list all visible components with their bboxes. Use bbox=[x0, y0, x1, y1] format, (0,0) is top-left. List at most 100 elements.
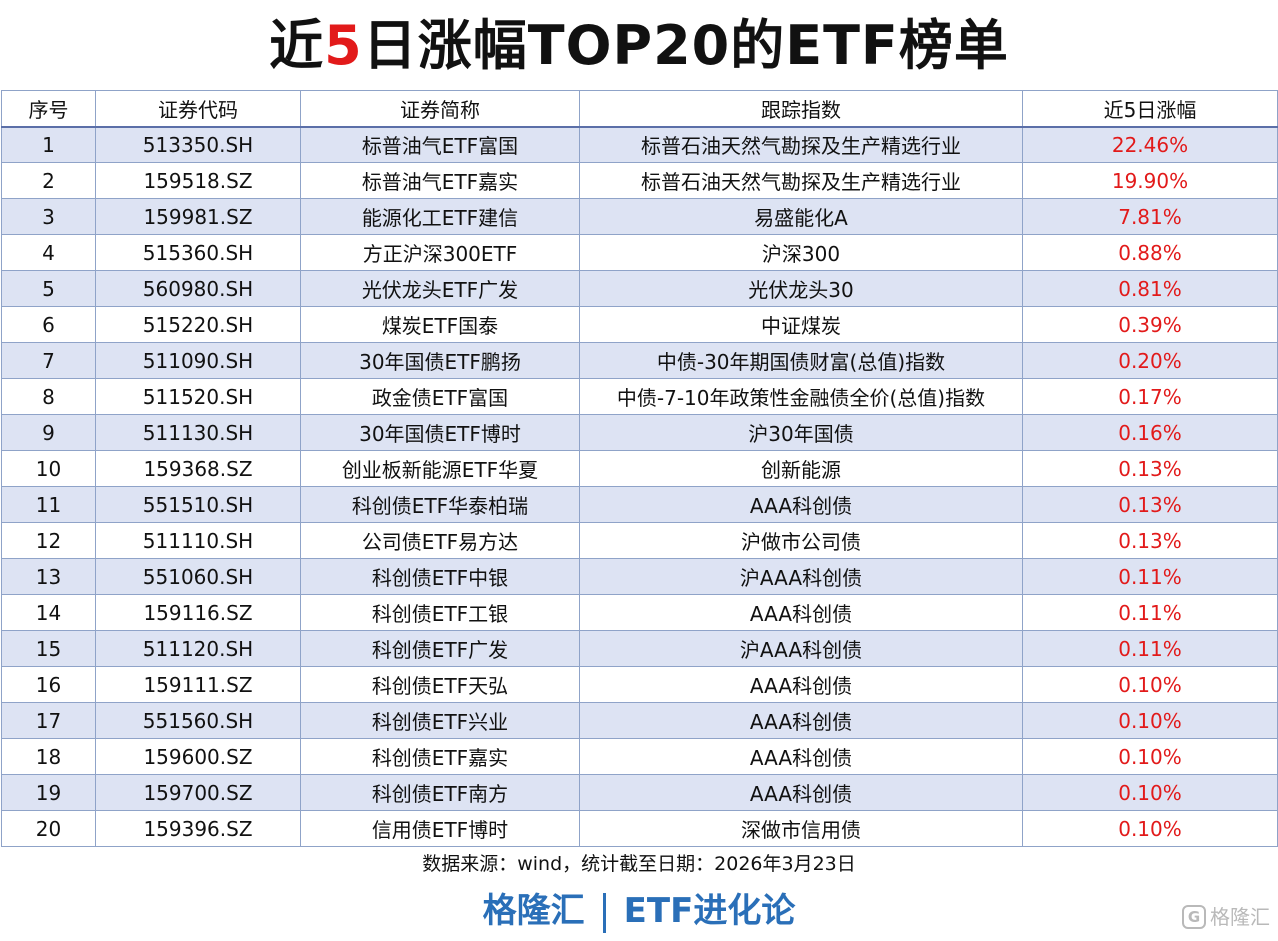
row-name: 标普油气ETF嘉实 bbox=[300, 162, 580, 199]
row-index: 中债-30年期国债财富(总值)指数 bbox=[579, 342, 1023, 379]
row-code: 511090.SH bbox=[95, 342, 301, 379]
row-rank: 10 bbox=[1, 450, 96, 487]
row-rank: 2 bbox=[1, 162, 96, 199]
row-code: 551510.SH bbox=[95, 486, 301, 523]
title-highlight: 5 bbox=[324, 14, 363, 77]
row-change: 0.11% bbox=[1022, 630, 1278, 667]
header-rank: 序号 bbox=[1, 90, 96, 128]
row-change: 0.88% bbox=[1022, 234, 1278, 271]
table-row: 4 515360.SH 方正沪深300ETF 沪深300 0.88% bbox=[1, 234, 1278, 271]
title-suffix: 日涨幅TOP20的ETF榜单 bbox=[362, 14, 1009, 77]
row-index: AAA科创债 bbox=[579, 774, 1023, 811]
row-index: 标普石油天然气勘探及生产精选行业 bbox=[579, 126, 1023, 163]
row-name: 科创债ETF工银 bbox=[300, 594, 580, 631]
row-index: AAA科创债 bbox=[579, 738, 1023, 775]
table-row: 11 551510.SH 科创债ETF华泰柏瑞 AAA科创债 0.13% bbox=[1, 486, 1278, 523]
row-change: 0.39% bbox=[1022, 306, 1278, 343]
row-index: 沪AAA科创债 bbox=[579, 558, 1023, 595]
row-code: 513350.SH bbox=[95, 126, 301, 163]
row-rank: 15 bbox=[1, 630, 96, 667]
table-row: 15 511120.SH 科创债ETF广发 沪AAA科创债 0.11% bbox=[1, 630, 1278, 667]
header-name: 证券简称 bbox=[300, 90, 580, 128]
etf-ranking-table: 序号 证券代码 证券简称 跟踪指数 近5日涨幅 1 513350.SH 标普油气ET… bbox=[1, 90, 1278, 847]
row-name: 科创债ETF兴业 bbox=[300, 702, 580, 739]
row-index: AAA科创债 bbox=[579, 486, 1023, 523]
table-body: 1 513350.SH 标普油气ETF富国 标普石油天然气勘探及生产精选行业 22.46… bbox=[1, 126, 1278, 847]
row-index: 沪AAA科创债 bbox=[579, 630, 1023, 667]
row-index: 创新能源 bbox=[579, 450, 1023, 487]
row-rank: 1 bbox=[1, 126, 96, 163]
row-code: 560980.SH bbox=[95, 270, 301, 307]
table-row: 7 511090.SH 30年国债ETF鹏扬 中债-30年期国债财富(总值)指数 0.2… bbox=[1, 342, 1278, 379]
row-rank: 7 bbox=[1, 342, 96, 379]
row-code: 551560.SH bbox=[95, 702, 301, 739]
row-index: AAA科创债 bbox=[579, 594, 1023, 631]
row-change: 0.10% bbox=[1022, 810, 1278, 847]
row-index: AAA科创债 bbox=[579, 702, 1023, 739]
row-rank: 3 bbox=[1, 198, 96, 235]
row-rank: 11 bbox=[1, 486, 96, 523]
row-index: 中证煤炭 bbox=[579, 306, 1023, 343]
watermark-logo-icon: G bbox=[1182, 905, 1206, 929]
row-index: 光伏龙头30 bbox=[579, 270, 1023, 307]
page-title: 近5日涨幅TOP20的ETF榜单 bbox=[0, 8, 1278, 84]
row-rank: 16 bbox=[1, 666, 96, 703]
row-rank: 8 bbox=[1, 378, 96, 415]
row-name: 方正沪深300ETF bbox=[300, 234, 580, 271]
row-index: AAA科创债 bbox=[579, 666, 1023, 703]
row-index: 沪30年国债 bbox=[579, 414, 1023, 451]
row-rank: 6 bbox=[1, 306, 96, 343]
row-code: 159396.SZ bbox=[95, 810, 301, 847]
title-prefix: 近 bbox=[269, 14, 325, 77]
row-code: 159518.SZ bbox=[95, 162, 301, 199]
row-name: 光伏龙头ETF广发 bbox=[300, 270, 580, 307]
row-code: 515220.SH bbox=[95, 306, 301, 343]
table-row: 2 159518.SZ 标普油气ETF嘉实 标普石油天然气勘探及生产精选行业 19.90… bbox=[1, 162, 1278, 199]
row-change: 22.46% bbox=[1022, 126, 1278, 163]
row-rank: 9 bbox=[1, 414, 96, 451]
row-name: 煤炭ETF国泰 bbox=[300, 306, 580, 343]
table-row: 6 515220.SH 煤炭ETF国泰 中证煤炭 0.39% bbox=[1, 306, 1278, 343]
brand-left: 格隆汇 bbox=[482, 891, 585, 931]
row-change: 0.10% bbox=[1022, 738, 1278, 775]
row-name: 科创债ETF华泰柏瑞 bbox=[300, 486, 580, 523]
table-row: 14 159116.SZ 科创债ETF工银 AAA科创债 0.11% bbox=[1, 594, 1278, 631]
row-code: 551060.SH bbox=[95, 558, 301, 595]
brand-footer: 格隆汇 ETF进化论 bbox=[0, 886, 1278, 936]
row-rank: 19 bbox=[1, 774, 96, 811]
header-index: 跟踪指数 bbox=[579, 90, 1023, 128]
row-rank: 4 bbox=[1, 234, 96, 271]
row-change: 0.13% bbox=[1022, 522, 1278, 559]
row-rank: 18 bbox=[1, 738, 96, 775]
header-change: 近5日涨幅 bbox=[1022, 90, 1278, 128]
row-change: 19.90% bbox=[1022, 162, 1278, 199]
watermark: G 格隆汇 bbox=[1182, 902, 1270, 932]
row-code: 159981.SZ bbox=[95, 198, 301, 235]
header-code: 证券代码 bbox=[95, 90, 301, 128]
row-index: 易盛能化A bbox=[579, 198, 1023, 235]
row-change: 0.10% bbox=[1022, 774, 1278, 811]
row-name: 标普油气ETF富国 bbox=[300, 126, 580, 163]
table-row: 18 159600.SZ 科创债ETF嘉实 AAA科创债 0.10% bbox=[1, 738, 1278, 775]
row-name: 科创债ETF广发 bbox=[300, 630, 580, 667]
row-code: 159700.SZ bbox=[95, 774, 301, 811]
table-row: 13 551060.SH 科创债ETF中银 沪AAA科创债 0.11% bbox=[1, 558, 1278, 595]
row-code: 511120.SH bbox=[95, 630, 301, 667]
table-header: 序号 证券代码 证券简称 跟踪指数 近5日涨幅 bbox=[1, 90, 1278, 128]
row-change: 0.81% bbox=[1022, 270, 1278, 307]
row-index: 深做市信用债 bbox=[579, 810, 1023, 847]
row-name: 科创债ETF天弘 bbox=[300, 666, 580, 703]
row-index: 中债-7-10年政策性金融债全价(总值)指数 bbox=[579, 378, 1023, 415]
row-code: 515360.SH bbox=[95, 234, 301, 271]
row-code: 159116.SZ bbox=[95, 594, 301, 631]
row-code: 511110.SH bbox=[95, 522, 301, 559]
row-change: 0.11% bbox=[1022, 558, 1278, 595]
row-change: 0.13% bbox=[1022, 486, 1278, 523]
row-name: 科创债ETF南方 bbox=[300, 774, 580, 811]
row-index: 沪做市公司债 bbox=[579, 522, 1023, 559]
row-change: 0.10% bbox=[1022, 666, 1278, 703]
row-index: 沪深300 bbox=[579, 234, 1023, 271]
table-row: 12 511110.SH 公司债ETF易方达 沪做市公司债 0.13% bbox=[1, 522, 1278, 559]
row-code: 511520.SH bbox=[95, 378, 301, 415]
table-row: 16 159111.SZ 科创债ETF天弘 AAA科创债 0.10% bbox=[1, 666, 1278, 703]
